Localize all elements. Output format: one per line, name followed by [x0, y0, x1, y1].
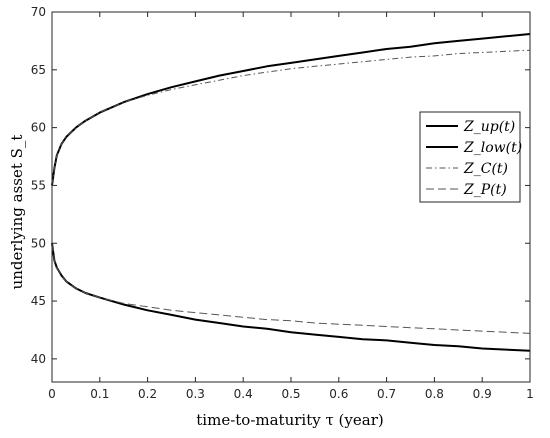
- y-tick-label: 65: [31, 63, 46, 77]
- axis-labels: time-to-maturity τ (year) underlying ass…: [8, 135, 384, 429]
- x-tick-label: 0.9: [473, 387, 492, 401]
- x-tick-label: 0.7: [377, 387, 396, 401]
- y-tick-label: 70: [31, 5, 46, 19]
- axes: 0 0.1 0.2 0.3 0.4 0.5 0.6 0.7 0.8 0.9 1 40 45 50 55 60 6…: [31, 5, 534, 401]
- legend-box: [419, 111, 521, 203]
- legend-label-1: Z_up(t): [463, 119, 515, 135]
- x-tick-label: 0.6: [329, 387, 348, 401]
- legend-label-3: Z_C(t): [463, 161, 508, 177]
- y-tick-label: 45: [31, 294, 46, 308]
- series-line-2: [51, 243, 531, 352]
- legend-label-4: Z_P(t): [463, 182, 507, 198]
- series-line-1: [51, 33, 531, 186]
- x-tick-label: 1: [526, 387, 534, 401]
- y-tick-label: 50: [31, 236, 46, 250]
- x-tick-label: 0.4: [234, 387, 253, 401]
- x-axis-label: time-to-maturity τ (year): [196, 411, 383, 429]
- y-tick-label: 55: [31, 178, 46, 192]
- x-tick-label: 0.1: [90, 387, 109, 401]
- x-tick-label: 0.3: [186, 387, 205, 401]
- y-tick-label: 40: [31, 352, 46, 366]
- y-axis-label: underlying asset S_t: [8, 135, 26, 290]
- legend-label-2: Z_low(t): [463, 140, 522, 156]
- y-tick-label: 60: [31, 121, 46, 135]
- x-tick-label: 0.2: [138, 387, 157, 401]
- x-tick-label: 0.8: [425, 387, 444, 401]
- x-tick-label: 0.5: [281, 387, 300, 401]
- legend: Z_up(t) Z_low(t) Z_C(t) Z_P(t): [419, 111, 522, 203]
- x-tick-label: 0: [48, 387, 56, 401]
- plot-area: [51, 33, 531, 352]
- series-line-4: [51, 243, 531, 334]
